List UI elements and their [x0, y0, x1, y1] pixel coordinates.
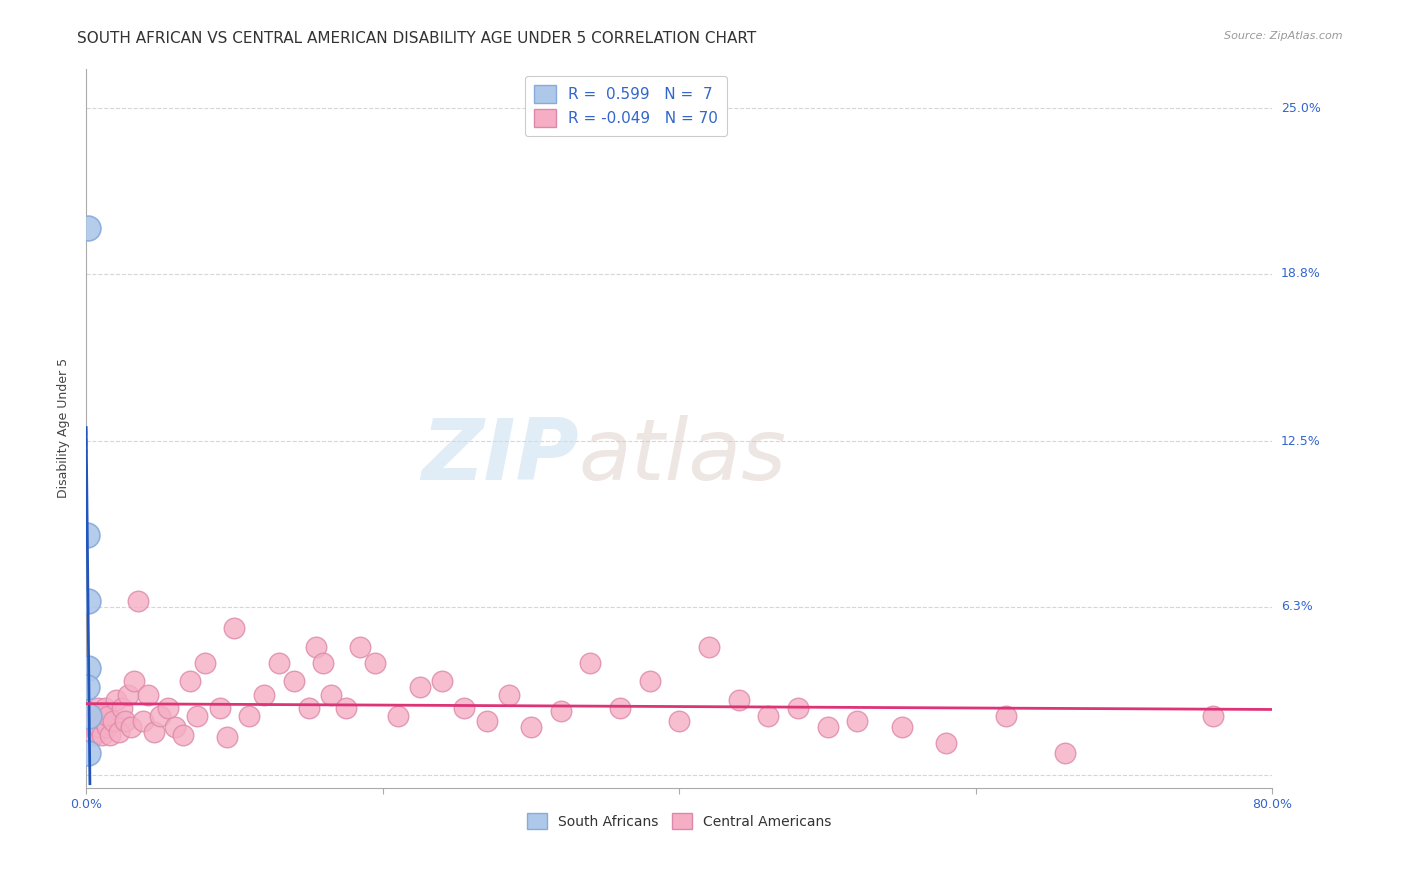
Point: [77, 746, 100, 760]
Point: [97, 709, 120, 723]
Point: [77, 709, 100, 723]
Point: [238, 709, 260, 723]
Point: [117, 688, 139, 702]
Point: [89, 720, 111, 734]
Point: [756, 709, 779, 723]
Text: 12.5%: 12.5%: [1281, 435, 1320, 448]
Text: ZIP: ZIP: [420, 416, 578, 499]
Point: [387, 709, 409, 723]
Point: [101, 714, 124, 729]
Point: [107, 724, 129, 739]
Point: [453, 701, 475, 715]
Point: [215, 730, 238, 744]
Point: [668, 714, 690, 729]
Point: [409, 680, 432, 694]
Point: [120, 720, 142, 734]
Point: [846, 714, 869, 729]
Point: [319, 688, 342, 702]
Point: [77, 661, 100, 675]
Point: [104, 693, 127, 707]
Point: [114, 714, 136, 729]
Point: [138, 688, 160, 702]
Point: [312, 656, 335, 670]
Point: [935, 735, 957, 749]
Point: [283, 674, 305, 689]
Point: [90, 709, 112, 723]
Text: 25.0%: 25.0%: [1281, 102, 1320, 115]
Point: [1053, 746, 1076, 760]
Point: [77, 221, 100, 235]
Point: [638, 674, 661, 689]
Point: [165, 720, 187, 734]
Point: [364, 656, 387, 670]
Point: [86, 724, 108, 739]
Point: [149, 709, 172, 723]
Point: [143, 724, 166, 739]
Point: [253, 688, 276, 702]
Text: SOUTH AFRICAN VS CENTRAL AMERICAN DISABILITY AGE UNDER 5 CORRELATION CHART: SOUTH AFRICAN VS CENTRAL AMERICAN DISABI…: [77, 31, 756, 46]
Point: [76, 527, 98, 541]
Point: [179, 674, 201, 689]
Point: [96, 720, 118, 734]
Point: [697, 640, 720, 654]
Text: 18.8%: 18.8%: [1281, 268, 1320, 280]
Point: [131, 714, 153, 729]
Point: [475, 714, 498, 729]
Point: [609, 701, 631, 715]
Point: [186, 709, 208, 723]
Y-axis label: Disability Age Under 5: Disability Age Under 5: [58, 358, 70, 499]
Point: [297, 701, 319, 715]
Point: [335, 701, 357, 715]
Point: [550, 704, 572, 718]
Point: [80, 720, 103, 734]
Point: [156, 701, 179, 715]
Point: [520, 720, 543, 734]
Point: [208, 701, 231, 715]
Point: [890, 720, 912, 734]
Point: [94, 701, 117, 715]
Point: [817, 720, 839, 734]
Point: [79, 709, 101, 723]
Point: [122, 674, 145, 689]
Point: [579, 656, 602, 670]
Point: [172, 727, 194, 741]
Text: Source: ZipAtlas.com: Source: ZipAtlas.com: [1225, 31, 1343, 41]
Point: [194, 656, 217, 670]
Point: [76, 680, 98, 694]
Point: [98, 727, 121, 741]
Legend: South Africans, Central Americans: South Africans, Central Americans: [522, 807, 837, 835]
Point: [349, 640, 371, 654]
Point: [224, 621, 246, 635]
Point: [84, 714, 107, 729]
Point: [498, 688, 520, 702]
Text: atlas: atlas: [578, 416, 786, 499]
Point: [93, 714, 115, 729]
Point: [76, 594, 98, 608]
Point: [127, 594, 149, 608]
Point: [87, 701, 110, 715]
Point: [727, 693, 749, 707]
Point: [83, 727, 105, 741]
Text: 6.3%: 6.3%: [1281, 600, 1313, 613]
Point: [430, 674, 453, 689]
Point: [994, 709, 1017, 723]
Point: [111, 701, 134, 715]
Point: [267, 656, 290, 670]
Point: [787, 701, 810, 715]
Point: [305, 640, 328, 654]
Point: [91, 727, 114, 741]
Point: [1202, 709, 1225, 723]
